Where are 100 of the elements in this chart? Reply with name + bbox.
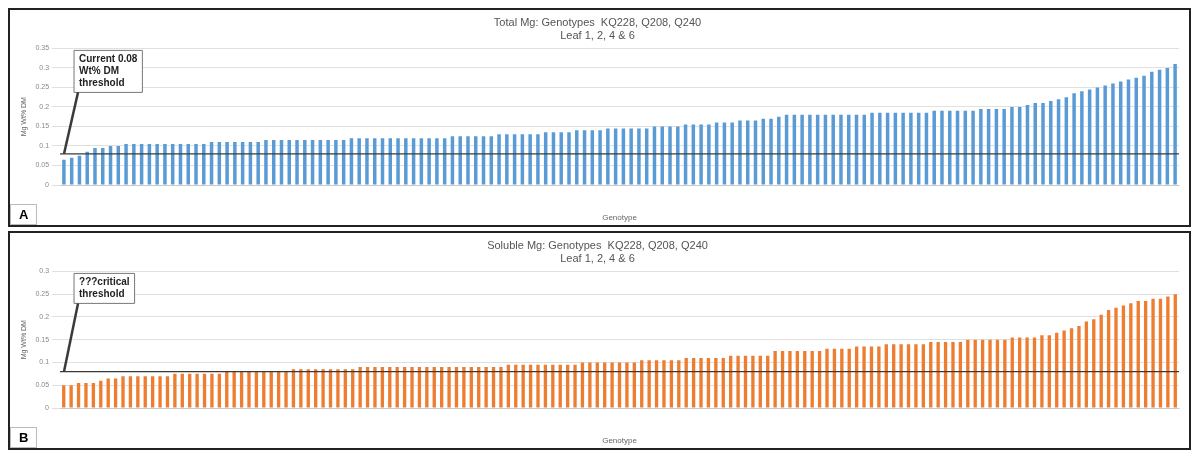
bar	[254, 371, 259, 408]
bar	[91, 382, 96, 408]
bar	[410, 367, 414, 408]
bar	[921, 344, 926, 408]
bar	[730, 122, 734, 185]
bar	[901, 112, 905, 185]
bar	[76, 382, 81, 408]
bar	[264, 140, 268, 185]
chart-title: Soluble Mg: Genotypes KQ228, Q208, Q240	[487, 238, 708, 251]
bar	[870, 112, 874, 185]
bar	[575, 130, 579, 185]
bar	[1069, 328, 1074, 408]
bar	[884, 344, 888, 408]
bar	[1092, 319, 1096, 408]
bar	[128, 376, 133, 408]
bar	[528, 134, 532, 185]
bar	[404, 138, 408, 185]
bar	[202, 373, 207, 408]
ref-line-label: ???critical threshold	[79, 276, 130, 300]
bar	[751, 355, 755, 408]
bar	[458, 136, 462, 185]
bar	[878, 112, 882, 185]
bar	[155, 144, 159, 185]
bar	[839, 114, 843, 185]
bar	[877, 346, 881, 408]
bar	[202, 144, 206, 185]
bar	[647, 360, 651, 408]
bar	[1143, 301, 1148, 408]
bar	[233, 142, 237, 185]
bar	[291, 369, 296, 408]
bar	[326, 140, 330, 185]
bar	[351, 369, 355, 408]
bar	[466, 136, 470, 185]
bar	[158, 376, 162, 408]
bar	[84, 382, 88, 408]
bar	[425, 367, 429, 408]
bar	[932, 110, 936, 185]
bar	[1072, 93, 1076, 185]
bar	[132, 144, 136, 185]
bar	[567, 132, 571, 185]
bar	[573, 364, 577, 408]
bar	[276, 371, 281, 408]
bar	[1025, 337, 1029, 408]
bar	[588, 362, 592, 408]
bar	[948, 110, 952, 185]
bar	[536, 364, 540, 408]
bar	[603, 362, 607, 408]
bar	[299, 369, 303, 408]
bar	[106, 378, 110, 408]
bar	[188, 373, 192, 408]
bar	[676, 126, 680, 185]
bar	[62, 385, 66, 408]
bar	[699, 357, 703, 408]
bar	[714, 357, 718, 408]
bar	[1150, 71, 1154, 185]
bar	[124, 144, 128, 185]
bar	[1080, 91, 1084, 185]
bar	[484, 367, 488, 408]
bar	[85, 151, 89, 185]
bar	[295, 140, 299, 185]
bar	[306, 369, 310, 408]
bar	[936, 341, 940, 408]
bar	[831, 114, 835, 185]
bar	[1041, 103, 1045, 185]
bar	[180, 373, 184, 408]
bar	[610, 362, 614, 408]
bar	[343, 369, 347, 408]
bar	[1010, 337, 1014, 408]
bar	[1010, 106, 1014, 185]
bar	[497, 134, 501, 185]
bar	[769, 118, 773, 185]
bar	[1032, 337, 1037, 408]
bar	[194, 144, 198, 185]
bar	[1173, 64, 1177, 185]
bar	[256, 142, 260, 185]
bar	[101, 147, 105, 185]
bar	[1136, 301, 1140, 408]
bar	[143, 376, 147, 408]
bar	[951, 341, 955, 408]
bar	[909, 112, 913, 185]
x-axis-title: Genotype	[602, 213, 638, 223]
chart-subtitle: Leaf 1, 2, 4 & 6	[560, 28, 635, 41]
bar	[447, 367, 451, 408]
bar	[505, 134, 509, 185]
bar	[777, 116, 781, 185]
bar	[1047, 335, 1051, 408]
x-axis-title: Genotype	[602, 436, 638, 446]
text: B	[10, 427, 38, 448]
bar	[427, 138, 431, 185]
bar	[336, 369, 340, 408]
bar	[136, 376, 140, 408]
bar	[899, 344, 903, 408]
bar	[1173, 294, 1177, 408]
bar	[808, 114, 812, 185]
bar	[559, 132, 563, 185]
bar	[358, 367, 362, 408]
bar	[69, 385, 73, 408]
bar	[462, 367, 466, 408]
bar	[1151, 298, 1155, 408]
bar	[239, 371, 244, 408]
